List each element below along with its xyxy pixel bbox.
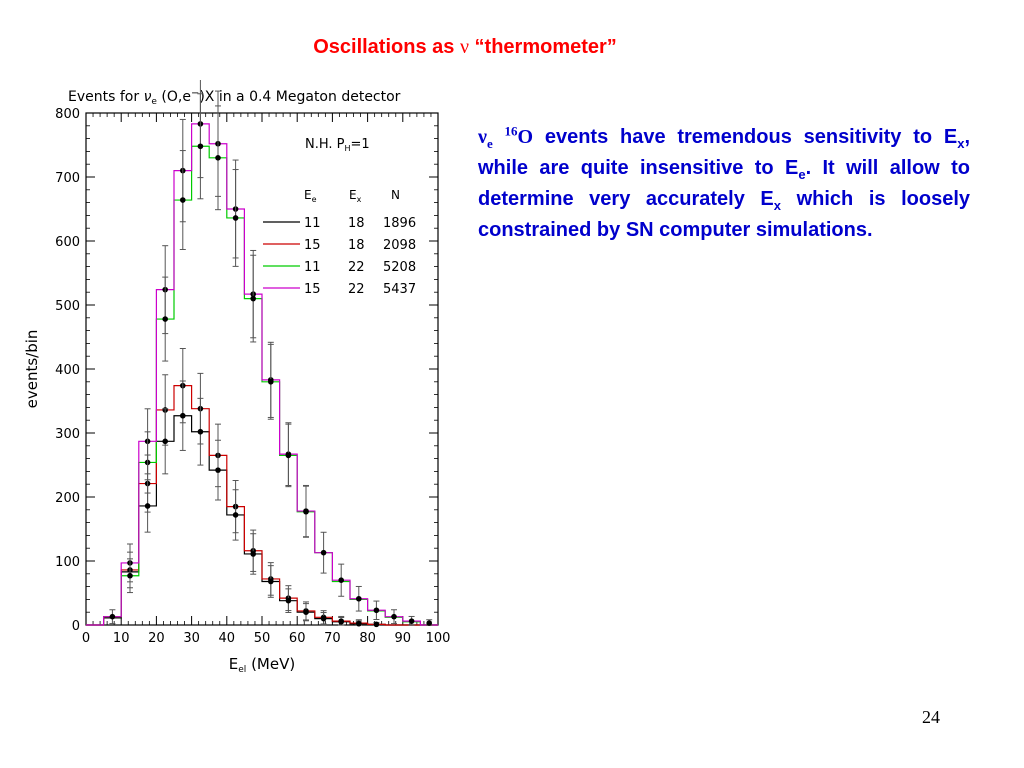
y-tick-label: 300 [55,427,80,442]
legend: Ee Ex N 11 18 1896 15 18 2098 11 22 5208 15 22 5437 [263,188,416,297]
data-point [127,558,133,594]
svg-text:Ee: Ee [304,188,317,204]
data-point [303,603,309,622]
data-point [285,423,292,488]
data-point [179,380,186,451]
nu-e-symbol: νe [478,126,493,151]
data-point [373,600,380,620]
page-number: 24 [922,707,940,727]
legend-n: 5437 [383,282,416,297]
data-point [267,565,274,598]
chart-title: Events for νe (O,e−)X in a 0.4 Megaton d… [68,88,401,107]
data-point [408,615,415,626]
data-point [215,105,221,211]
events-histogram-chart: Events for νe (O,e−)X in a 0.4 Megaton d… [23,80,451,675]
y-tick-label: 500 [55,299,80,314]
data-point [355,620,362,627]
oxygen-16-label: 16O [504,123,534,148]
data-point [197,93,204,200]
legend-n: 5208 [383,260,416,275]
y-tick-label: 400 [55,363,80,378]
legend-row-2: 15 18 2098 [263,238,416,253]
data-point [197,397,204,466]
data-point [109,609,116,625]
title-prefix: Oscillations as [313,36,460,58]
x-tick-label: 60 [289,631,306,646]
y-tick-label: 700 [55,171,80,186]
data-point [426,619,433,626]
data-point [320,612,327,626]
legend-header: Ee Ex N [304,188,400,204]
y-tick-label: 800 [55,107,80,122]
legend-row-1: 11 18 1896 [263,216,416,231]
data-point [162,408,169,475]
legend-ex: 22 [348,282,365,297]
x-tick-label: 10 [113,631,130,646]
x-tick-label: 20 [148,631,165,646]
x-axis-label: Eel (MeV) [229,655,295,675]
y-tick-label: 100 [55,555,80,570]
nu-symbol: ν [459,36,469,58]
legend-ee: 15 [304,282,321,297]
legend-ex: 18 [348,238,365,253]
slide-title: Oscillations as ν “thermometer” [0,36,930,59]
x-tick-label: 40 [219,631,236,646]
y-axis-label: events/bin [23,330,41,409]
data-point [232,169,239,267]
data-point [285,588,292,614]
svg-text:Ex: Ex [349,188,362,204]
legend-ee: 11 [304,216,321,231]
data-point [391,609,397,625]
data-point [338,617,345,626]
data-point [267,343,274,420]
data-point [373,621,380,628]
data-point [162,276,169,362]
data-point [179,150,186,251]
legend-row-4: 15 22 5437 [263,282,416,297]
x-tick-label: 30 [183,631,200,646]
y-tick-label: 200 [55,491,80,506]
x-tick-label: 80 [359,631,376,646]
x-tick-label: 100 [426,631,451,646]
legend-n: 1896 [383,216,416,231]
data-point [250,254,257,343]
data-point [250,533,257,575]
data-point [232,489,239,541]
data-point [320,531,327,574]
x-tick-label: 50 [254,631,271,646]
x-tick-label: 90 [395,631,412,646]
data-point [355,585,362,612]
title-suffix: “thermometer” [468,36,617,58]
histogram-series-4 [86,123,438,626]
x-tick-label: 70 [324,631,341,646]
data-point [144,479,151,533]
legend-n: 2098 [383,238,416,253]
y-tick-label: 0 [72,619,80,634]
legend-ex: 22 [348,260,365,275]
description-paragraph: νe 16O events have tremendous sensitivit… [478,123,970,241]
data-point [303,485,309,538]
legend-ee: 11 [304,260,321,275]
svg-text:N: N [391,188,400,202]
y-tick-label: 600 [55,235,80,250]
legend-row-3: 11 22 5208 [263,260,416,275]
data-point [215,439,221,501]
legend-ee: 15 [304,238,321,253]
data-point [338,563,345,597]
chart-annotation: N.H. PH=1 [305,137,370,153]
x-tick-label: 0 [82,631,90,646]
legend-ex: 18 [348,216,365,231]
